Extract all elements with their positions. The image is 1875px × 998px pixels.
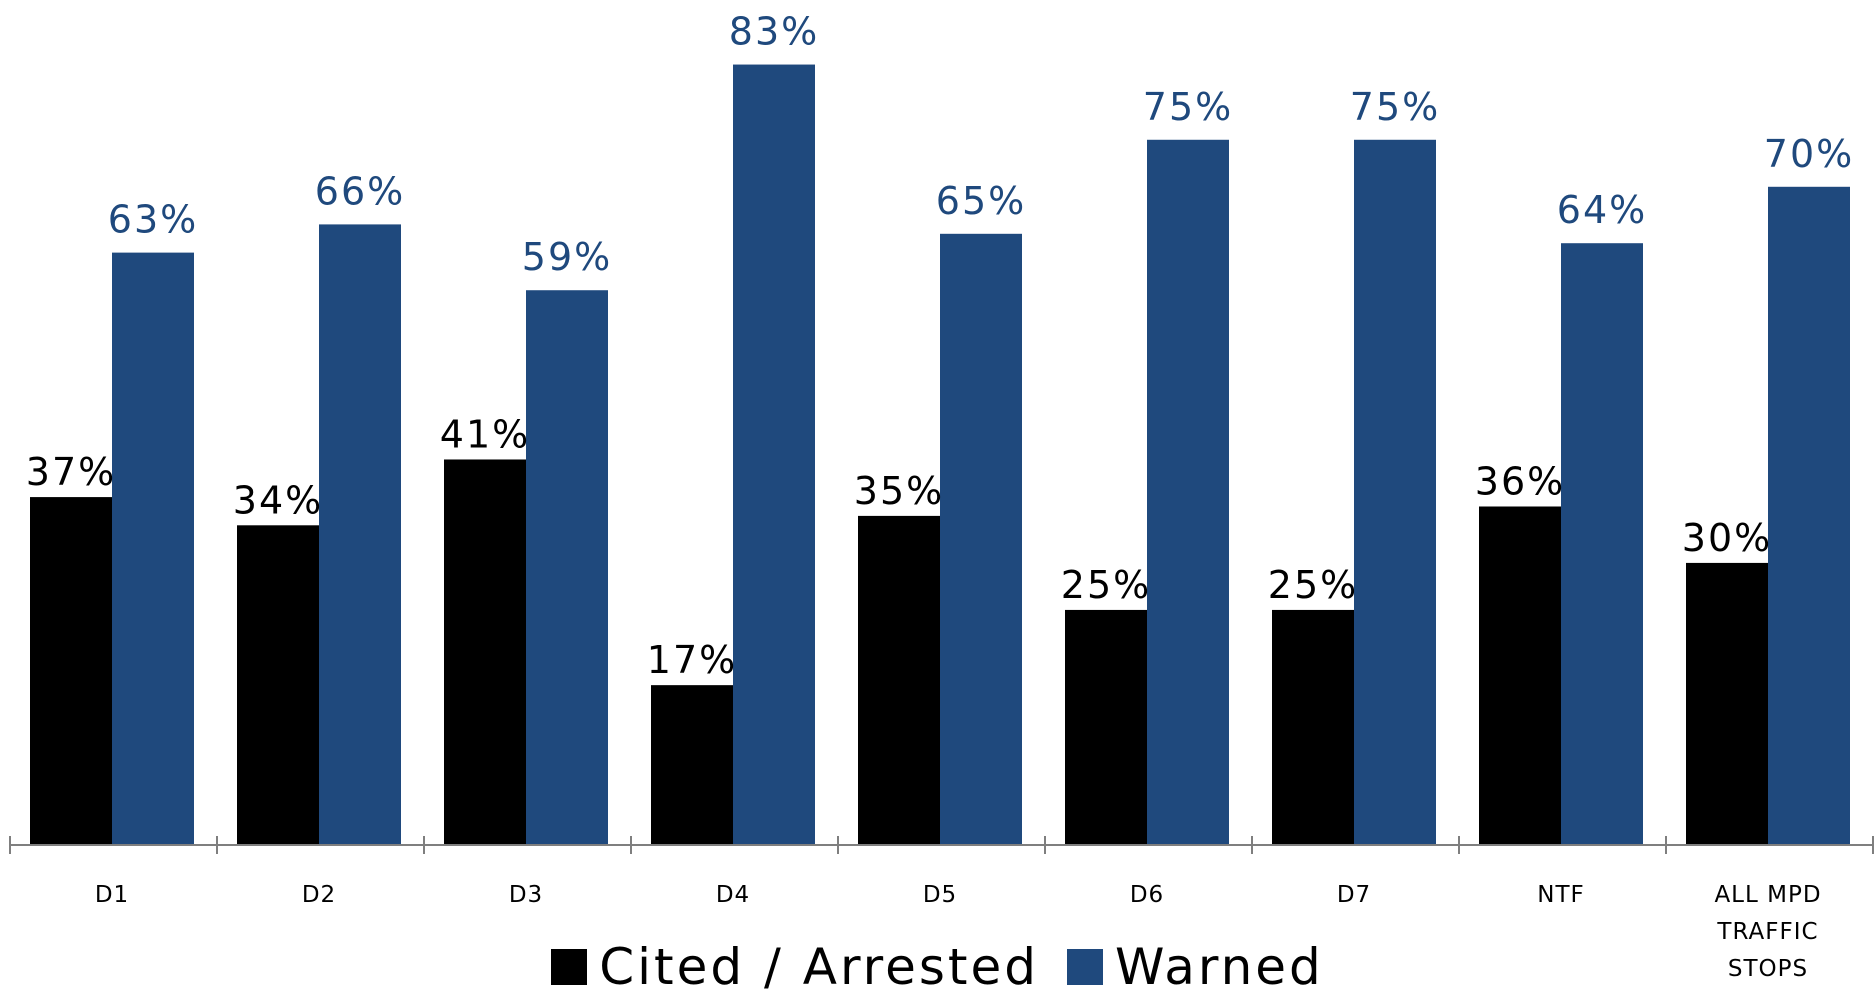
bar-warned-d7 [1354,139,1436,845]
x-tick-label-d6: D6 [1130,882,1164,908]
x-tick-label-d2: D2 [302,882,336,908]
legend-label-cited: Cited / Arrested [599,938,1040,996]
bar-warned-d3 [526,290,608,845]
bar-warned-d5 [940,233,1022,845]
x-tick-label-all-mpd-traffic-stops: ALL MPD TRAFFIC STOPS [1714,882,1821,982]
bar-cited-d3 [444,459,526,845]
bar-warned-ntf [1561,243,1643,845]
data-label-warned-d1: 63% [108,198,198,242]
x-tick-label-d4: D4 [716,882,750,908]
bar-cited-d1 [30,497,112,845]
bar-cited-all-mpd-traffic-stops [1686,562,1768,845]
data-label-cited-all-mpd-traffic-stops: 30% [1682,516,1772,560]
bars-layer [30,64,1850,846]
x-axis [9,836,1874,854]
bar-warned-all-mpd-traffic-stops [1768,186,1850,846]
data-label-warned-d6: 75% [1143,85,1233,129]
data-label-cited-d6: 25% [1061,563,1151,607]
data-label-warned-d3: 59% [522,235,612,279]
x-tick-label-ntf: NTF [1537,882,1584,908]
legend: Cited / Arrested Warned [0,936,1875,998]
bar-cited-d7 [1272,609,1354,845]
legend-swatch-warned [1067,949,1104,985]
x-tick-labels: D1 D2 D3 D4 D5 D6 D7 NTF ALL MPD TRAFFIC STOPS [95,882,1821,982]
legend-swatch-cited [551,949,588,985]
x-tick-label-d5: D5 [923,882,957,908]
bar-cited-d5 [858,515,940,845]
data-label-warned-d7: 75% [1350,85,1440,129]
legend-item-cited: Cited / Arrested [551,942,1039,992]
data-label-cited-d1: 37% [26,450,116,494]
data-label-cited-d5: 35% [854,469,944,513]
data-label-warned-all-mpd-traffic-stops: 70% [1764,132,1854,176]
bar-cited-d4 [651,685,733,845]
bar-warned-d2 [319,224,401,846]
data-label-cited-d4: 17% [647,638,737,682]
bar-warned-d1 [112,252,194,846]
x-tick-label-d1: D1 [95,882,129,908]
bar-cited-d6 [1065,609,1147,845]
x-tick-label-d7: D7 [1337,882,1371,908]
bar-warned-d6 [1147,139,1229,845]
bar-cited-d2 [237,525,319,845]
bar-warned-d4 [733,64,815,845]
legend-item-warned: Warned [1067,942,1324,992]
data-label-cited-d2: 34% [233,478,323,522]
data-label-warned-d4: 83% [729,10,819,54]
data-label-cited-d3: 41% [440,412,530,456]
x-tick-label-d3: D3 [509,882,543,908]
data-label-cited-d7: 25% [1268,563,1358,607]
bar-cited-ntf [1479,506,1561,845]
data-labels-layer: 37% 63% 34% 66% 41% 59% 17% 83% 35% 65% 25% 75% 25% 7… [26,10,1854,683]
legend-label-warned: Warned [1115,938,1324,996]
data-label-warned-d2: 66% [315,169,405,213]
data-label-warned-ntf: 64% [1557,188,1647,232]
data-label-warned-d5: 65% [936,179,1026,223]
data-label-cited-ntf: 36% [1475,459,1565,503]
